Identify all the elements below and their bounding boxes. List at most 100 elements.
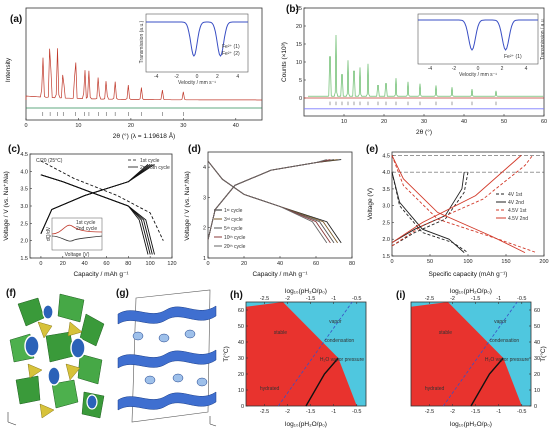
y-tick-label: 5 bbox=[299, 78, 302, 84]
vapor-pressure-line bbox=[277, 301, 353, 407]
x-tick-label: 0 bbox=[206, 261, 209, 267]
y-tick-label: 4 bbox=[203, 165, 206, 171]
panel-label-g: (g) bbox=[116, 288, 129, 299]
inset-y-label: Transmission / a.u. bbox=[540, 18, 546, 60]
plot-frame bbox=[25, 7, 263, 121]
y-tick-label: 0 bbox=[241, 404, 244, 410]
y-tick-label: 0 bbox=[299, 96, 302, 102]
inset-x-label: Velocity / mm s⁻¹ bbox=[459, 72, 497, 78]
observed-pattern bbox=[308, 34, 544, 97]
x-tick-label: 80 bbox=[349, 261, 355, 267]
x-tick-label: 40 bbox=[461, 119, 467, 125]
inset-tick-label: -4 bbox=[428, 66, 433, 72]
x-axis-label: log₁₀(pH₂O/p₀) bbox=[450, 421, 492, 428]
panel-label-i: (i) bbox=[396, 290, 406, 301]
y-axis-label: Counts (×10³) bbox=[281, 42, 288, 82]
xrd-chart-b: Counts (×10³)2θ (°)10 20 30 40 50 60051015202… bbox=[281, 6, 547, 136]
capacity-chart-e: Voltage (V) Specific capacity (mAh g⁻¹) 0 5… bbox=[367, 151, 549, 278]
inset-tick-label: 2 bbox=[216, 74, 219, 80]
x-tick-label: 40 bbox=[277, 261, 283, 267]
condition-annotation: C/20 (25°C) bbox=[36, 158, 63, 164]
y-tick-label: 2.0 bbox=[20, 239, 28, 245]
top-x-tick-label: -1.5 bbox=[306, 296, 315, 302]
inset-legend-entry: Fe²⁺ (1) bbox=[504, 54, 522, 60]
x-tick-label: 30 bbox=[180, 123, 186, 129]
y-tick-label: 0 bbox=[534, 404, 537, 410]
charge-curve bbox=[207, 159, 327, 240]
x-tick-label: 150 bbox=[501, 259, 510, 265]
charge-curve bbox=[391, 172, 465, 243]
inset-legend-entry: Fe²⁺ (2) bbox=[222, 51, 240, 57]
x-tick-label: 20 bbox=[241, 261, 247, 267]
discharge-curve bbox=[391, 171, 465, 253]
x-axis-label: log₁₀(pH₂O/p₀) bbox=[285, 421, 327, 428]
charge-curve bbox=[40, 164, 149, 234]
x-tick-label: 50 bbox=[427, 259, 433, 265]
y-tick-label: 30 bbox=[534, 356, 540, 362]
annotation-vapor-pressure: H₂O vapor pressure bbox=[485, 357, 529, 363]
inset-frame bbox=[417, 13, 539, 65]
y-tick-label: 3.0 bbox=[20, 204, 28, 210]
cycling-chart-d: Voltage / V (vs. Na⁺/Na) Capacity / mAh g… bbox=[184, 151, 355, 278]
panel-label-h: (h) bbox=[230, 290, 243, 301]
inset-tick-label: 2 bbox=[501, 66, 504, 72]
y-axis-label: T(°C) bbox=[539, 346, 547, 362]
inset-y-label: dQ/dV bbox=[46, 226, 52, 241]
y-tick-label: 1.5 bbox=[382, 254, 390, 260]
inset-tick-label: -2 bbox=[452, 66, 457, 72]
panel-c: Voltage / V (vs. Na⁺/Na) Capacity / mAh g… bbox=[0, 142, 180, 282]
x-tick-label: -0.5 bbox=[517, 409, 526, 415]
inset-legend-entry: 2nd cycle bbox=[76, 226, 97, 232]
y-tick-label: 4.0 bbox=[20, 169, 28, 175]
legend-entry: 1st cycle bbox=[140, 158, 160, 164]
legend-entry: 4.5V 1st bbox=[508, 208, 527, 214]
legend-entry: 3ʳᵈ cycle bbox=[224, 217, 243, 223]
x-tick-label: 100 bbox=[146, 261, 155, 267]
x-axis-label: 2θ (°) bbox=[416, 128, 432, 136]
cycling-chart-c: Voltage / V (vs. Na⁺/Na) Capacity / mAh g… bbox=[3, 152, 177, 278]
panel-label-c: (c) bbox=[8, 144, 21, 155]
x-tick-label: 30 bbox=[421, 119, 427, 125]
top-x-tick-label: -2.5 bbox=[425, 296, 434, 302]
stable-region bbox=[411, 302, 522, 406]
legend-entry: 4V 2nd bbox=[508, 200, 524, 206]
panel-label-f: (f) bbox=[6, 288, 16, 299]
x-tick-label: -2 bbox=[450, 409, 455, 415]
y-tick-label: 50 bbox=[534, 324, 540, 330]
x-tick-label: 80 bbox=[125, 261, 131, 267]
y-tick-label: 20 bbox=[534, 372, 540, 378]
x-tick-label: 40 bbox=[233, 123, 239, 129]
layered-structure-g bbox=[117, 289, 217, 427]
y-tick-label: 15 bbox=[296, 42, 302, 48]
x-axis-label: Capacity / mAh g⁻¹ bbox=[73, 271, 129, 278]
mossbauer-fit bbox=[146, 21, 248, 57]
y-tick-label: 3 bbox=[203, 195, 206, 201]
inset-tick-label: 4 bbox=[236, 74, 239, 80]
legend-entry: 2nd-5th cycle bbox=[140, 165, 170, 171]
y-tick-label: 60 bbox=[238, 308, 244, 314]
top-x-tick-label: -1.5 bbox=[471, 296, 480, 302]
x-tick-label: -1.5 bbox=[306, 409, 315, 415]
top-x-axis-label: log₁₀(pH₂O/p₀) bbox=[285, 288, 327, 295]
legend-entry: 1ˢᵗ cycle bbox=[224, 208, 243, 214]
legend-entry: 4.5V 2nd bbox=[508, 216, 528, 222]
x-tick-label: -0.5 bbox=[352, 409, 361, 415]
top-x-tick-label: -0.5 bbox=[352, 296, 361, 302]
y-tick-label: 60 bbox=[534, 308, 540, 314]
x-tick-label: 20 bbox=[128, 123, 134, 129]
x-tick-label: 200 bbox=[539, 259, 548, 265]
y-tick-label: 20 bbox=[238, 372, 244, 378]
y-tick-label: 25 bbox=[296, 6, 302, 12]
discharge-curve bbox=[207, 160, 328, 244]
x-tick-label: -2 bbox=[285, 409, 290, 415]
y-tick-label: 3.5 bbox=[382, 187, 390, 193]
mossbauer-fit bbox=[418, 19, 538, 51]
charge-curve bbox=[391, 155, 522, 243]
inset-x-label: Velocity / mm s⁻¹ bbox=[178, 80, 216, 86]
panel-h: -2.5 -2 -1.5 -1 -0.5 -2.5 -2 -1.5 -1 -0.5 0 10 20 30 4… bbox=[220, 284, 385, 432]
y-tick-label: 50 bbox=[238, 324, 244, 330]
y-tick-label: 10 bbox=[296, 60, 302, 66]
panel-f bbox=[0, 284, 112, 432]
vapor-pressure-line bbox=[442, 301, 518, 407]
